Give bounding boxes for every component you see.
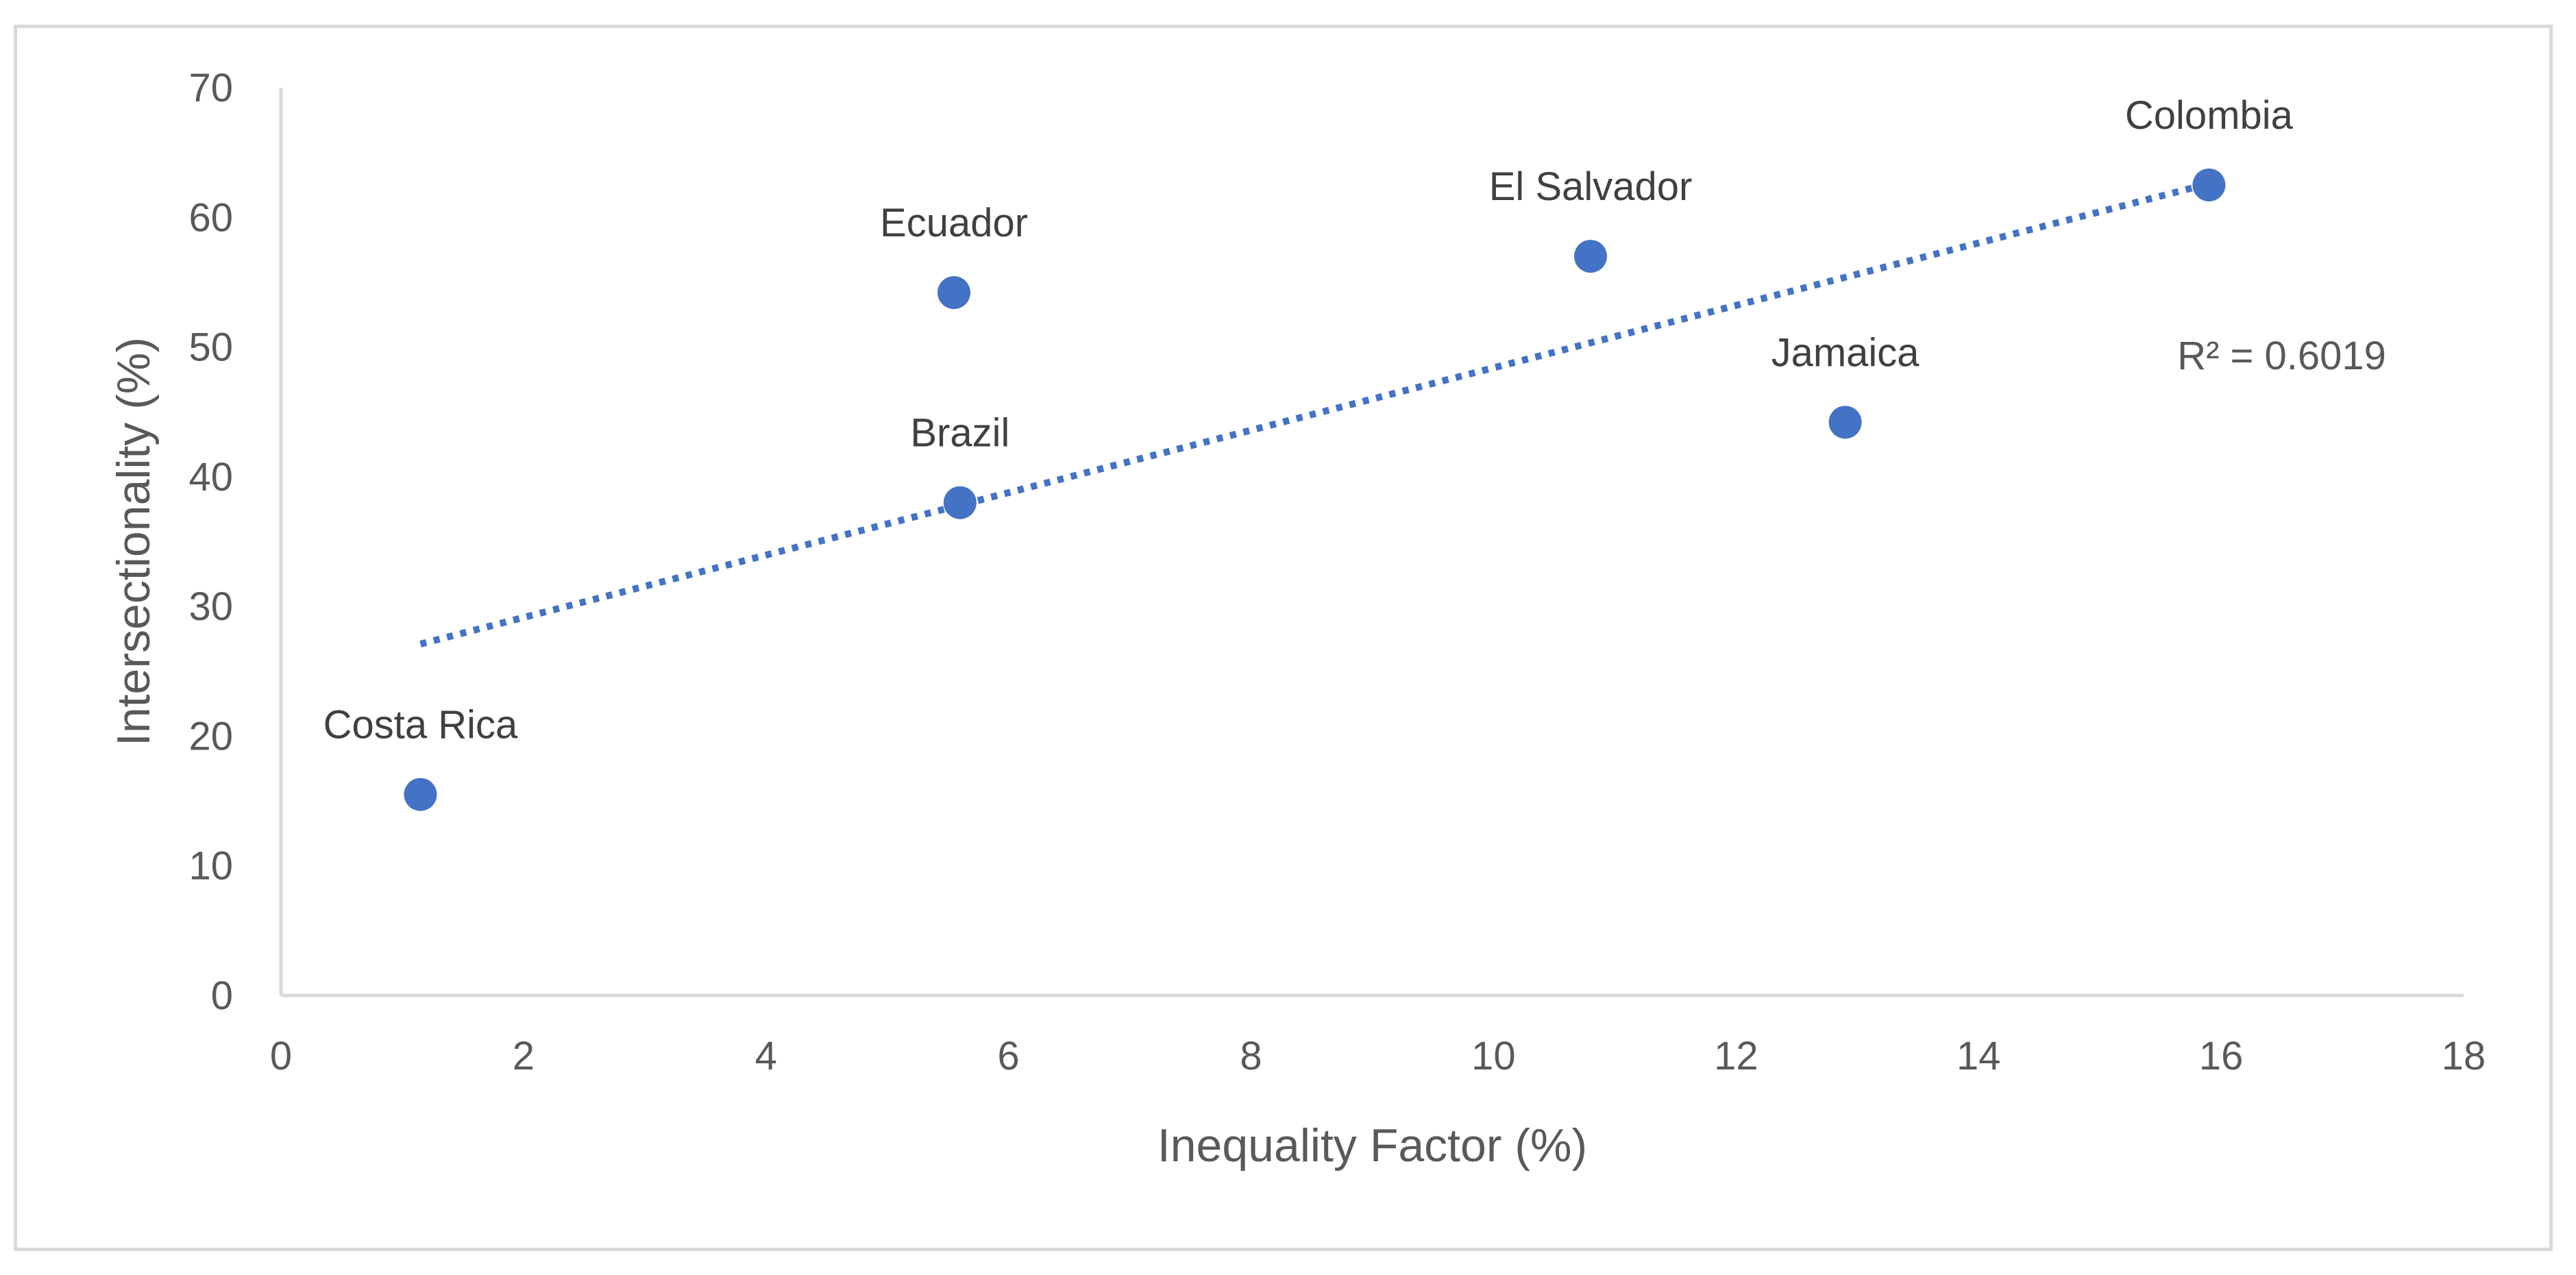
trendline xyxy=(419,180,2210,647)
axes-layer xyxy=(279,88,2464,998)
data-point xyxy=(2192,168,2226,201)
x-tick-label: 4 xyxy=(755,1034,777,1078)
data-points xyxy=(404,168,2226,811)
x-tick-label: 0 xyxy=(270,1034,292,1078)
y-tick-label: 50 xyxy=(188,325,233,370)
point-label: Brazil xyxy=(910,411,1009,456)
data-point xyxy=(1828,406,1862,439)
x-tick-label: 18 xyxy=(2442,1034,2486,1078)
data-point xyxy=(937,276,971,310)
x-tick-label: 10 xyxy=(1471,1034,1516,1078)
point-labels: Costa Rica Brazil Ecuador El Salvador Jamaic… xyxy=(323,93,2294,747)
r-squared-label: R² = 0.6019 xyxy=(2177,334,2386,378)
x-tick-label: 14 xyxy=(1956,1034,2001,1078)
y-tick-label: 20 xyxy=(188,714,233,758)
y-tick-label: 0 xyxy=(211,974,233,1018)
y-tick-label: 10 xyxy=(188,844,233,889)
y-tick-label: 70 xyxy=(188,66,233,110)
data-point xyxy=(404,778,437,811)
x-tick-label: 6 xyxy=(998,1034,1020,1078)
point-label: Costa Rica xyxy=(323,703,518,747)
data-point xyxy=(943,486,977,519)
x-tick-labels: 0 2 4 6 8 10 12 14 16 18 xyxy=(270,1034,2486,1078)
x-tick-label: 2 xyxy=(513,1034,535,1078)
point-label: Ecuador xyxy=(880,201,1028,245)
x-tick-label: 8 xyxy=(1240,1034,1262,1078)
data-point xyxy=(1574,240,1607,273)
y-tick-label: 30 xyxy=(188,584,233,629)
point-label: El Salvador xyxy=(1489,164,1693,209)
y-tick-labels: 0 10 20 30 40 50 60 70 xyxy=(188,66,233,1018)
x-tick-label: 16 xyxy=(2199,1034,2244,1078)
x-tick-label: 12 xyxy=(1714,1034,1758,1078)
y-tick-label: 60 xyxy=(188,195,233,240)
point-label: Colombia xyxy=(2125,93,2294,138)
y-tick-label: 40 xyxy=(188,455,233,499)
y-axis-title: Intersectionality (%) xyxy=(108,337,160,746)
x-axis-title: Inequality Factor (%) xyxy=(1157,1119,1587,1172)
point-label: Jamaica xyxy=(1771,330,1920,375)
